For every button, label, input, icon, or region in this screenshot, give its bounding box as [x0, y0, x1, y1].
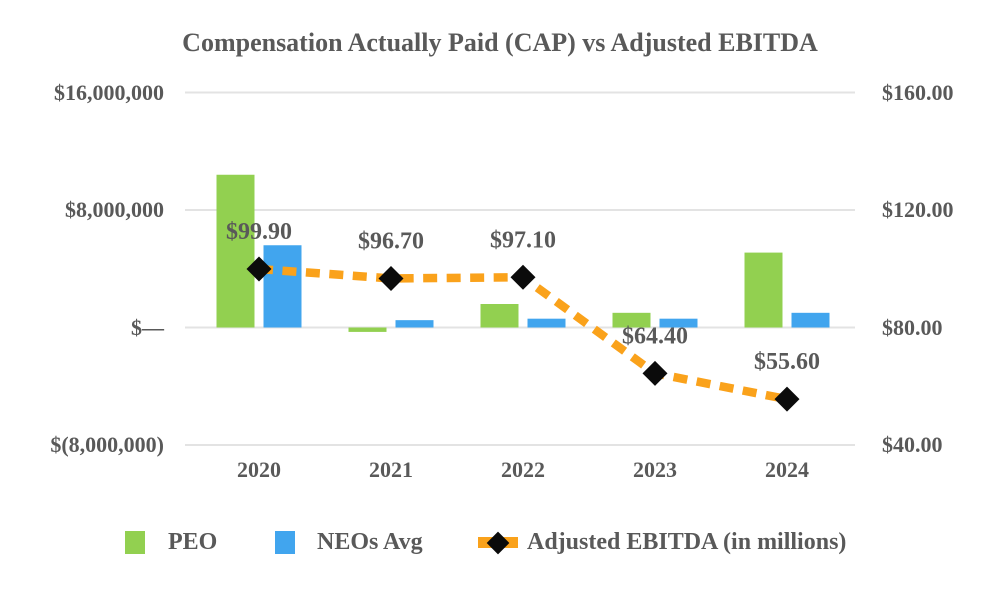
- left-axis-tick-0: $16,000,000: [54, 79, 164, 105]
- legend-label-1: NEOs Avg: [317, 529, 423, 555]
- right-axis-tick-0: $160.00: [882, 79, 954, 105]
- x-axis-label-2024: 2024: [765, 457, 809, 482]
- bar-neos-2024: [791, 312, 830, 328]
- x-axis-label-2020: 2020: [237, 457, 281, 482]
- left-axis-tick-1: $8,000,000: [65, 197, 164, 222]
- legend-label-0: PEO: [168, 529, 218, 555]
- ebitda-value-label-2023: $64.40: [622, 323, 688, 349]
- bar-neos-2021: [395, 320, 434, 328]
- ebitda-point-2021: [378, 265, 404, 291]
- legend-ebitda-diamond-icon: [486, 531, 510, 555]
- x-axis-label-2021: 2021: [369, 457, 413, 482]
- bar-peo-2021: [348, 327, 387, 332]
- legend-label-2: Adjusted EBITDA (in millions): [527, 529, 847, 555]
- ebitda-point-2020: [246, 256, 272, 282]
- right-axis-tick-3: $40.00: [882, 432, 943, 457]
- left-axis-tick-2: $—: [131, 314, 164, 340]
- x-axis-label-2023: 2023: [633, 457, 677, 482]
- chart-title: Compensation Actually Paid (CAP) vs Adju…: [182, 28, 818, 57]
- ebitda-point-2024: [774, 386, 800, 412]
- bar-neos-2023: [659, 318, 698, 328]
- x-axis-label-2022: 2022: [501, 457, 545, 482]
- ebitda-value-label-2024: $55.60: [754, 349, 820, 375]
- ebitda-value-label-2021: $96.70: [358, 228, 424, 254]
- ebitda-point-2023: [642, 360, 668, 386]
- bar-peo-2024: [744, 252, 783, 328]
- legend-swatch-peo: [125, 531, 145, 554]
- bar-neos-2020: [263, 245, 302, 328]
- ebitda-value-label-2020: $99.90: [226, 219, 292, 245]
- right-axis-tick-1: $120.00: [882, 197, 954, 222]
- bar-neos-2022: [527, 318, 566, 328]
- bar-peo-2020: [216, 174, 255, 328]
- legend-ebitda-marker: [478, 531, 518, 555]
- left-axis-tick-3: $(8,000,000): [50, 432, 164, 457]
- legend-swatch-neos: [275, 531, 295, 554]
- ebitda-point-2022: [510, 264, 536, 290]
- right-axis-tick-2: $80.00: [882, 314, 943, 340]
- bar-peo-2023: [612, 312, 651, 328]
- bar-peo-2022: [480, 304, 519, 328]
- ebitda-value-label-2022: $97.10: [490, 227, 556, 253]
